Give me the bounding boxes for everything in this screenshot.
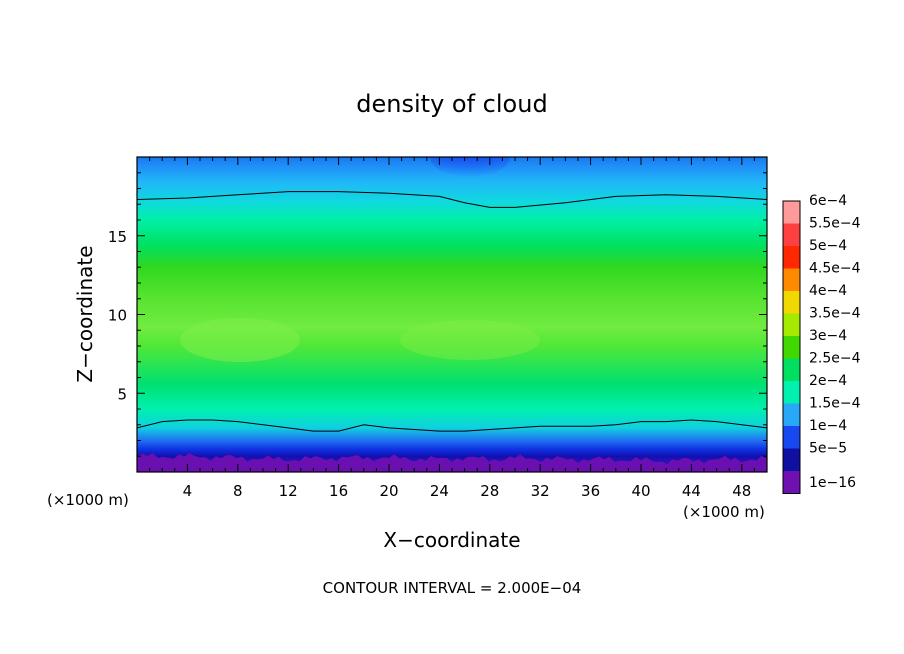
colorbar-swatch xyxy=(783,201,800,224)
colorbar-label: 6e−4 xyxy=(809,193,847,209)
colorbar-label: 5e−4 xyxy=(809,238,847,254)
y-axis-label: Z−coordinate xyxy=(73,245,97,382)
x-tick-label: 32 xyxy=(531,482,550,500)
x-tick-label: 28 xyxy=(480,482,499,500)
colorbar-label: 4e−4 xyxy=(809,283,847,299)
contour-line xyxy=(137,191,767,208)
y-tick-label: 5 xyxy=(117,385,127,403)
x-tick-label: 8 xyxy=(233,482,243,500)
colorbar-label: 2.5e−4 xyxy=(809,351,861,367)
x-tick-label: 4 xyxy=(183,482,193,500)
dense-core-left xyxy=(180,318,300,362)
colorbar-label: 3e−4 xyxy=(809,328,847,344)
plot-area xyxy=(137,157,767,472)
colorbar-swatch xyxy=(783,426,800,449)
colorbar-label: 1e−16 xyxy=(809,475,856,491)
colorbar-swatch xyxy=(783,313,800,336)
colorbar-frame xyxy=(782,200,801,494)
colorbar-label: 4.5e−4 xyxy=(809,261,861,277)
colorbar-swatch xyxy=(783,268,800,291)
x-axis: 4 8 12 16 20 24 28 32 36 40 44 48 xyxy=(149,157,755,500)
contour-interval-note: CONTOUR INTERVAL = 2.000E−04 xyxy=(323,579,582,597)
colorbar-swatch xyxy=(783,223,800,246)
x-tick-label: 36 xyxy=(581,482,600,500)
x-tick-label: 40 xyxy=(631,482,650,500)
colorbar-swatch xyxy=(783,291,800,314)
x-tick-label: 12 xyxy=(279,482,298,500)
x-tick-label: 48 xyxy=(732,482,751,500)
colorbar-swatch xyxy=(783,246,800,269)
contour-line xyxy=(137,419,767,432)
x-tick-label: 24 xyxy=(430,482,449,500)
x-tick-label: 44 xyxy=(682,482,701,500)
colorbar-swatch xyxy=(783,403,800,426)
colorbar-swatch xyxy=(783,358,800,381)
y-axis: 5 10 15 xyxy=(108,172,767,457)
colorbar-swatch xyxy=(783,448,800,471)
colorbar-label: 3.5e−4 xyxy=(809,306,861,322)
colorbar-label: 2e−4 xyxy=(809,373,847,389)
y-tick-label: 15 xyxy=(108,228,127,246)
low-cloud-layer xyxy=(137,452,767,472)
colorbar-swatch xyxy=(783,336,800,359)
chart-title: density of cloud xyxy=(356,90,547,118)
colorbar: 6e−4 5.5e−4 5e−4 4.5e−4 4e−4 3.5e−4 3e−4 2.5e−4… xyxy=(782,193,861,494)
colorbar-label: 5.5e−4 xyxy=(809,216,861,232)
colorbar-label: 1.5e−4 xyxy=(809,396,861,412)
x-axis-unit-left: (×1000 m) xyxy=(47,491,129,509)
x-axis-label: X−coordinate xyxy=(383,528,520,552)
y-tick-label: 10 xyxy=(108,307,127,325)
dense-core-right xyxy=(400,320,540,360)
x-tick-label: 20 xyxy=(379,482,398,500)
colorbar-label: 1e−4 xyxy=(809,418,847,434)
colorbar-swatch xyxy=(783,381,800,404)
x-tick-label: 16 xyxy=(329,482,348,500)
x-axis-unit-right: (×1000 m) xyxy=(683,503,765,521)
colorbar-label: 5e−5 xyxy=(809,441,847,457)
colorbar-swatch xyxy=(783,471,800,494)
